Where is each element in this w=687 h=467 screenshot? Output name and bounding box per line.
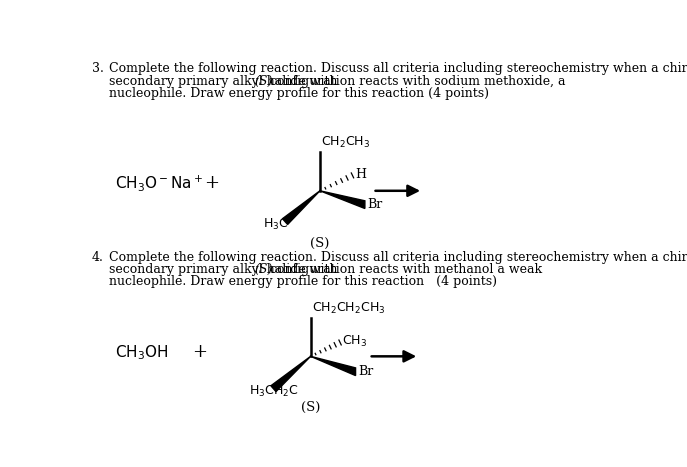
Text: $\mathregular{H_3CH_2C}$: $\mathregular{H_3CH_2C}$ bbox=[249, 384, 298, 399]
Text: +: + bbox=[203, 174, 218, 192]
Text: $\mathregular{CH_2CH_2CH_3}$: $\mathregular{CH_2CH_2CH_3}$ bbox=[312, 300, 385, 316]
Text: configuration reacts with sodium methoxide, a: configuration reacts with sodium methoxi… bbox=[267, 75, 566, 87]
Text: $\mathregular{H_3C}$: $\mathregular{H_3C}$ bbox=[263, 217, 289, 232]
Text: 4.: 4. bbox=[92, 251, 104, 264]
Text: secondary primary alkyl halide with: secondary primary alkyl halide with bbox=[109, 263, 341, 276]
Text: H: H bbox=[354, 168, 365, 181]
Text: $\mathregular{CH_3}$: $\mathregular{CH_3}$ bbox=[342, 334, 368, 349]
Polygon shape bbox=[320, 191, 365, 208]
Text: Br: Br bbox=[358, 365, 373, 378]
Text: (S): (S) bbox=[311, 237, 330, 250]
Text: configuration reacts with methanol a weak: configuration reacts with methanol a wea… bbox=[267, 263, 543, 276]
Text: (S): (S) bbox=[255, 75, 273, 87]
Text: $\mathregular{CH_3OH}$: $\mathregular{CH_3OH}$ bbox=[115, 343, 169, 362]
Polygon shape bbox=[311, 356, 356, 375]
Text: secondary primary alkyl halide with: secondary primary alkyl halide with bbox=[109, 75, 341, 87]
Text: +: + bbox=[192, 344, 207, 361]
Text: Complete the following reaction. Discuss all criteria including stereochemistry : Complete the following reaction. Discuss… bbox=[109, 62, 687, 75]
Polygon shape bbox=[271, 356, 311, 391]
Text: $\mathregular{CH_2CH_3}$: $\mathregular{CH_2CH_3}$ bbox=[322, 135, 371, 150]
Text: nucleophile. Draw energy profile for this reaction (4 points): nucleophile. Draw energy profile for thi… bbox=[109, 87, 489, 100]
Text: $\mathregular{CH_3O}$$\mathregular{^-Na^+}$: $\mathregular{CH_3O}$$\mathregular{^-Na^… bbox=[115, 173, 203, 193]
Text: (S): (S) bbox=[255, 263, 273, 276]
Text: nucleophile. Draw energy profile for this reaction   (4 points): nucleophile. Draw energy profile for thi… bbox=[109, 276, 497, 289]
Text: 3.: 3. bbox=[92, 62, 104, 75]
Polygon shape bbox=[282, 191, 320, 225]
Text: Complete the following reaction. Discuss all criteria including stereochemistry : Complete the following reaction. Discuss… bbox=[109, 251, 687, 264]
Text: (S): (S) bbox=[301, 401, 320, 414]
Text: Br: Br bbox=[367, 198, 383, 211]
